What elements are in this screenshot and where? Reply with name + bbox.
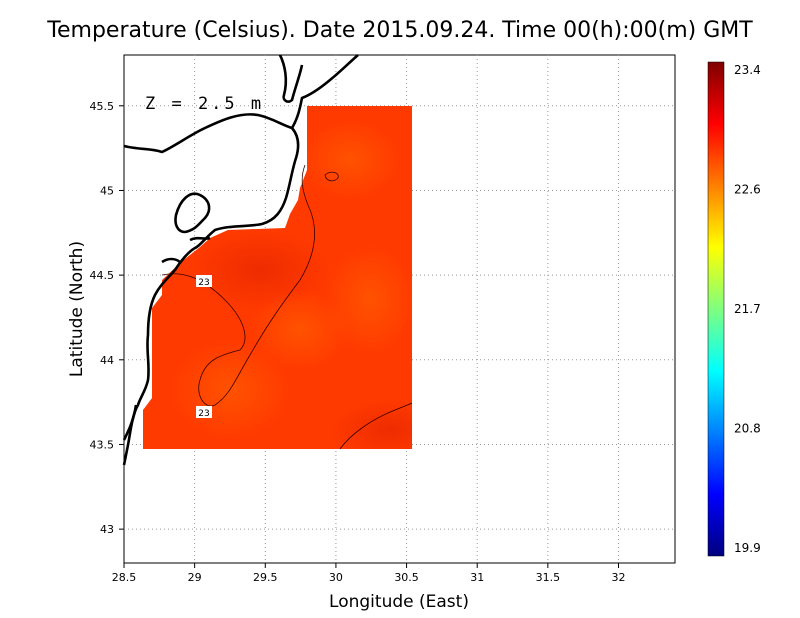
colorbar-tick-label: 19.9 — [734, 541, 761, 555]
svg-text:23: 23 — [198, 278, 209, 288]
y-axis-label: Latitude (North) — [67, 241, 87, 377]
x-tick-label: 31.5 — [536, 571, 561, 584]
colorbar-tick-label: 21.7 — [734, 302, 761, 316]
colorbar — [707, 61, 725, 557]
coastline — [122, 54, 359, 466]
x-tick-label: 29 — [188, 571, 202, 584]
x-axis-label: Longitude (East) — [329, 592, 469, 612]
contour-label-2: 23 — [196, 406, 212, 419]
x-tick-label: 31 — [470, 571, 484, 584]
y-tick-label: 44 — [100, 354, 114, 367]
x-tick-label: 28.5 — [112, 571, 137, 584]
svg-text:23: 23 — [198, 409, 209, 419]
x-tick-label: 32 — [611, 571, 625, 584]
x-tick-label: 30.5 — [394, 571, 419, 584]
x-tick-label: 29.5 — [253, 571, 278, 584]
x-tick-label: 30 — [329, 571, 343, 584]
y-tick-label: 45 — [100, 184, 114, 197]
y-tick-label: 44.5 — [90, 269, 115, 282]
depth-label: Z = 2.5 m — [145, 94, 264, 114]
y-tick-label: 45.5 — [90, 100, 115, 113]
colorbar-tick-label: 20.8 — [734, 422, 761, 436]
colorbar-tick-label: 22.6 — [734, 183, 761, 197]
y-tick-label: 43 — [100, 523, 114, 536]
colorbar-tick-label: 23.4 — [734, 63, 761, 77]
contour-label-1: 23 — [196, 275, 212, 288]
y-axis-ticks: 43 43.5 44 44.5 45 45.5 — [90, 100, 124, 536]
chart-title: Temperature (Celsius). Date 2015.09.24. … — [47, 18, 753, 43]
colorbar-ticks: 23.4 22.6 21.7 20.8 19.9 — [734, 63, 761, 555]
x-axis-ticks: 28.5 29 29.5 30 30.5 31 31.5 32 — [112, 563, 625, 584]
contour-lines — [161, 164, 413, 450]
y-tick-label: 43.5 — [90, 438, 115, 451]
